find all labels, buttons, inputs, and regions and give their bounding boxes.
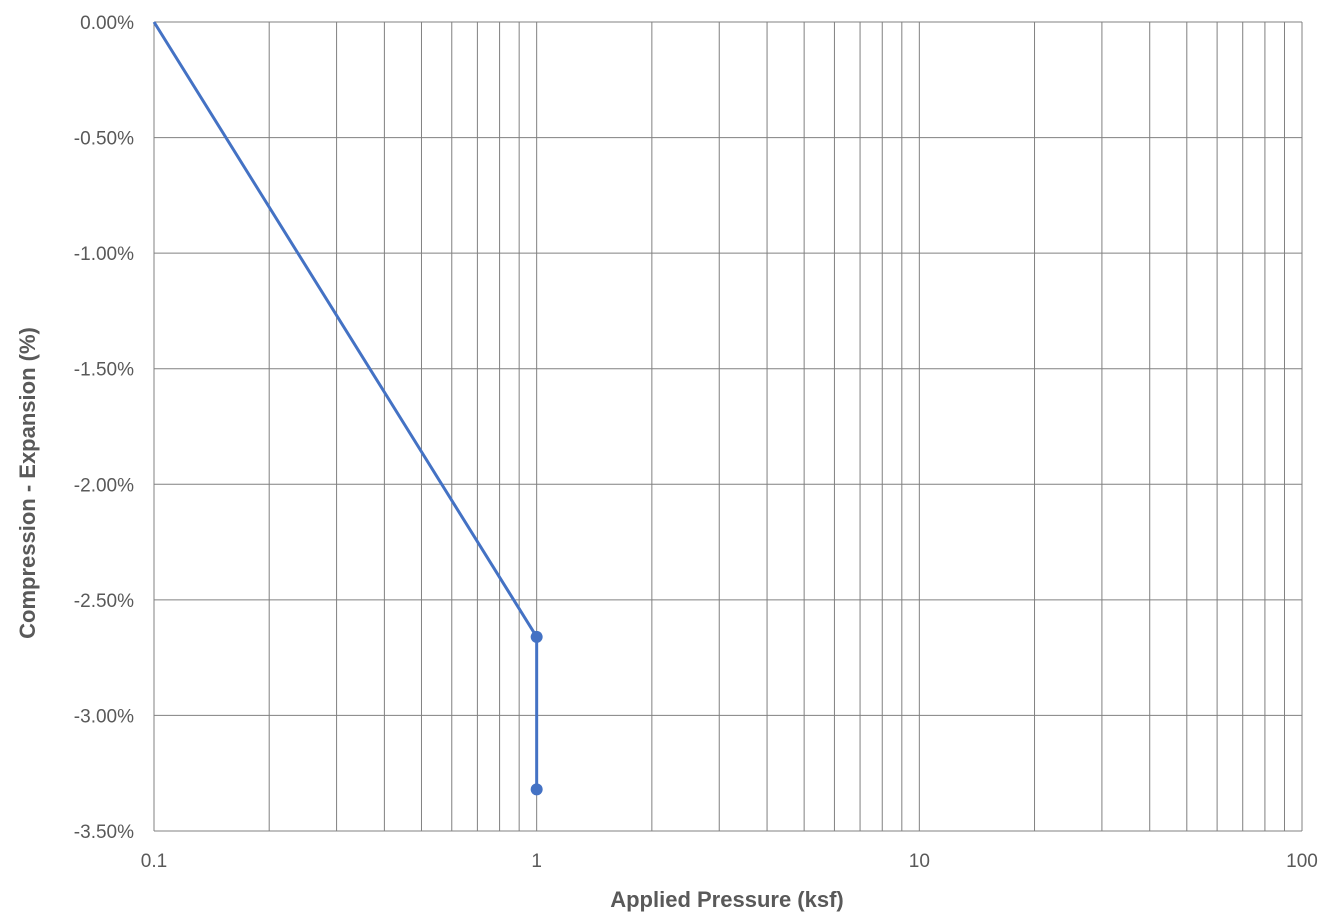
x-tick-label: 100 xyxy=(1286,851,1318,872)
x-tick-label: 10 xyxy=(909,851,930,872)
y-tick-label: -0.50% xyxy=(74,129,134,150)
y-tick-label: -3.00% xyxy=(74,706,134,727)
y-tick-label: -1.50% xyxy=(74,360,134,381)
tick-labels: 0.1 1 10 100 0.00% -0.50% -1.00% -1.50% -2.00% -2… xyxy=(74,13,1318,872)
x-tick-label: 0.1 xyxy=(141,851,167,872)
y-tick-label: -3.50% xyxy=(74,822,134,843)
y-tick-label: -2.00% xyxy=(74,475,134,496)
data-point xyxy=(530,630,543,643)
y-axis-title: Compression - Expansion (%) xyxy=(15,327,40,639)
grid xyxy=(153,21,1303,832)
y-tick-label: -2.50% xyxy=(74,591,134,612)
y-tick-label: 0.00% xyxy=(80,13,134,34)
data-point xyxy=(530,783,543,796)
x-axis-title: Applied Pressure (ksf) xyxy=(610,887,844,912)
x-tick-label: 1 xyxy=(531,851,542,872)
y-tick-label: -1.00% xyxy=(74,244,134,265)
series-layer xyxy=(152,21,543,796)
